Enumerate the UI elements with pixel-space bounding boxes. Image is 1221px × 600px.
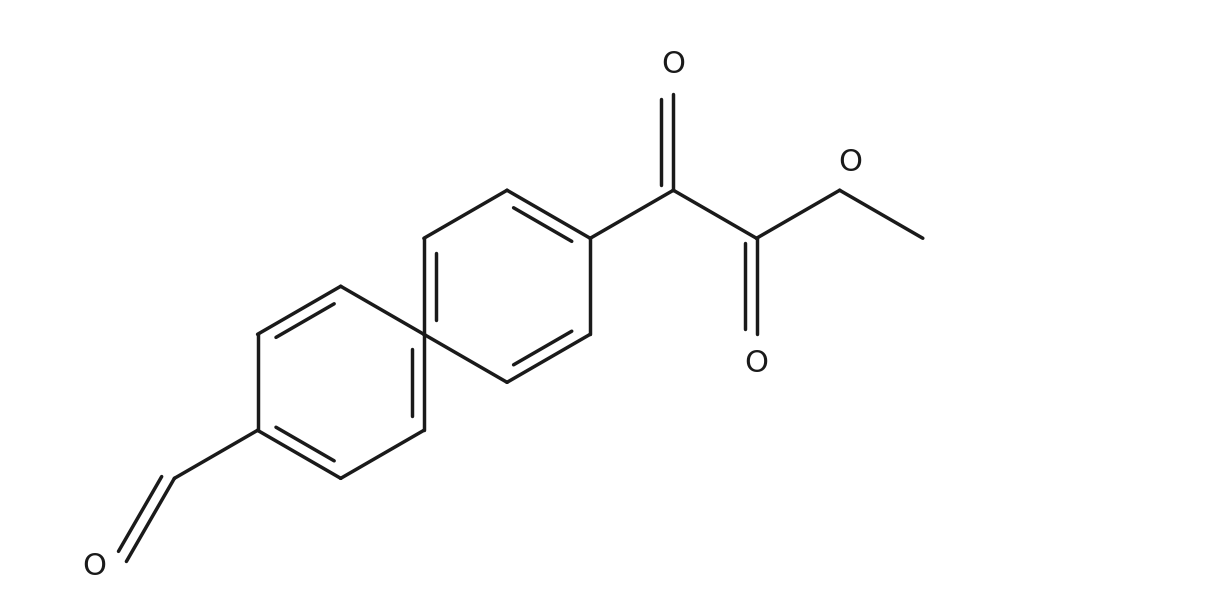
Text: O: O (662, 50, 685, 79)
Text: O: O (745, 349, 768, 378)
Text: O: O (82, 551, 106, 581)
Text: O: O (839, 148, 863, 178)
